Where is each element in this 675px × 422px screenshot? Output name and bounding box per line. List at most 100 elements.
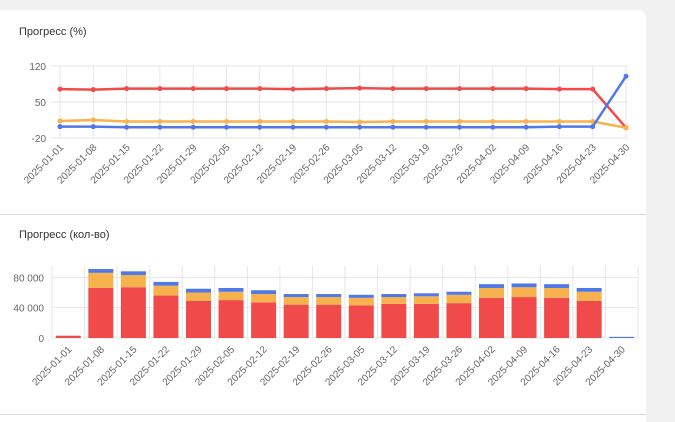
bar-segment-red bbox=[511, 297, 537, 338]
bar-segment-red bbox=[576, 300, 602, 338]
count-chart-title: Прогресс (кол-во) bbox=[19, 229, 110, 241]
bar-segment-blue bbox=[283, 294, 309, 298]
data-point-blue bbox=[390, 124, 396, 130]
chart-divider bbox=[0, 214, 646, 215]
data-point-blue bbox=[357, 124, 363, 130]
data-point-orange bbox=[523, 119, 529, 125]
bar-segment-blue bbox=[88, 269, 114, 273]
data-point-red bbox=[124, 86, 130, 92]
data-point-orange bbox=[257, 119, 263, 125]
bar-segment-orange bbox=[544, 287, 570, 298]
data-point-orange bbox=[556, 119, 562, 125]
data-point-blue bbox=[157, 124, 163, 130]
series-line-orange bbox=[59, 118, 627, 129]
bar-segment-red bbox=[55, 335, 81, 338]
data-point-red bbox=[590, 86, 596, 92]
data-point-orange bbox=[423, 119, 429, 125]
data-point-red bbox=[490, 86, 496, 92]
bar-segment-orange bbox=[186, 292, 211, 301]
data-point-red bbox=[290, 86, 296, 92]
data-point-orange bbox=[490, 119, 496, 125]
data-point-blue bbox=[490, 124, 496, 130]
bar-segment-orange bbox=[576, 291, 602, 301]
data-point-red bbox=[423, 86, 429, 92]
bar-segment-red bbox=[446, 303, 472, 338]
bar-segment-orange bbox=[251, 294, 277, 303]
bar-segment-orange bbox=[381, 297, 407, 304]
series-line-blue bbox=[60, 75, 628, 129]
percent-chart-title: Прогресс (%) bbox=[19, 26, 87, 38]
bar-segment-blue bbox=[381, 294, 407, 298]
data-point-orange bbox=[390, 119, 396, 125]
bar-segment-orange bbox=[283, 297, 309, 305]
data-point-blue bbox=[124, 124, 130, 130]
bar-segment-blue bbox=[609, 336, 635, 338]
data-point-blue bbox=[590, 124, 596, 130]
data-point-blue bbox=[457, 124, 463, 130]
data-point-blue bbox=[257, 124, 263, 130]
bar-segment-red bbox=[88, 287, 114, 338]
y-tick-label: -20 bbox=[32, 134, 47, 145]
bar-segment-orange bbox=[120, 275, 146, 288]
y-tick-label: 50 bbox=[35, 98, 47, 109]
data-point-red bbox=[90, 87, 96, 93]
data-point-red bbox=[523, 86, 529, 92]
y-tick-label: 40 000 bbox=[13, 304, 44, 315]
data-point-blue bbox=[523, 124, 529, 130]
bar-segment-red bbox=[316, 304, 342, 338]
bar-segment-blue bbox=[251, 290, 277, 295]
data-point-orange bbox=[457, 119, 463, 125]
bar-segment-orange bbox=[446, 294, 472, 304]
data-point-blue bbox=[423, 124, 429, 130]
bar-segment-blue bbox=[479, 284, 504, 288]
bar-segment-red bbox=[413, 303, 439, 338]
data-point-red bbox=[390, 86, 396, 92]
data-point-red bbox=[323, 86, 329, 92]
data-point-orange bbox=[190, 119, 196, 125]
data-point-orange bbox=[323, 119, 329, 125]
bar-segment-red bbox=[218, 300, 244, 338]
data-point-red bbox=[57, 86, 63, 92]
data-point-blue bbox=[57, 124, 63, 130]
bar-segment-red bbox=[348, 305, 374, 338]
bar-segment-blue bbox=[218, 287, 244, 292]
data-point-blue bbox=[623, 73, 629, 79]
bar-segment-blue bbox=[316, 294, 342, 298]
bar-segment-orange bbox=[511, 287, 537, 298]
bar-segment-orange bbox=[479, 287, 504, 298]
bar-segment-blue bbox=[120, 271, 146, 276]
data-point-orange bbox=[90, 117, 96, 123]
data-point-red bbox=[223, 86, 229, 92]
bar-segment-red bbox=[479, 297, 504, 338]
y-tick-label: 120 bbox=[29, 62, 46, 73]
bar-segment-blue bbox=[544, 284, 570, 288]
data-point-orange bbox=[124, 119, 130, 125]
data-point-red bbox=[157, 86, 163, 92]
data-point-red bbox=[190, 86, 196, 92]
bar-segment-blue bbox=[511, 283, 537, 288]
data-point-blue bbox=[223, 124, 229, 130]
data-point-orange bbox=[357, 119, 363, 125]
percent-line-chart: 12050-202025-01-012025-01-082025-01-1520… bbox=[22, 62, 632, 186]
bar-segment-blue bbox=[348, 294, 374, 298]
bar-segment-orange bbox=[88, 272, 114, 288]
y-tick-label: 0 bbox=[38, 334, 44, 345]
bar-segment-orange bbox=[316, 297, 342, 305]
bar-segment-blue bbox=[576, 287, 602, 292]
bottom-divider bbox=[0, 414, 646, 415]
data-point-red bbox=[257, 86, 263, 92]
data-point-orange bbox=[290, 119, 296, 125]
bar-segment-red bbox=[153, 295, 179, 338]
bar-segment-blue bbox=[446, 291, 472, 295]
bar-segment-red bbox=[381, 303, 407, 338]
bar-segment-blue bbox=[186, 288, 211, 293]
data-point-blue bbox=[90, 124, 96, 130]
data-point-orange bbox=[57, 118, 63, 124]
bar-segment-red bbox=[544, 297, 570, 338]
data-point-blue bbox=[190, 124, 196, 130]
bar-segment-orange bbox=[153, 285, 179, 296]
series-line-red bbox=[59, 86, 627, 129]
data-point-red bbox=[357, 85, 363, 91]
data-point-orange bbox=[157, 119, 163, 125]
